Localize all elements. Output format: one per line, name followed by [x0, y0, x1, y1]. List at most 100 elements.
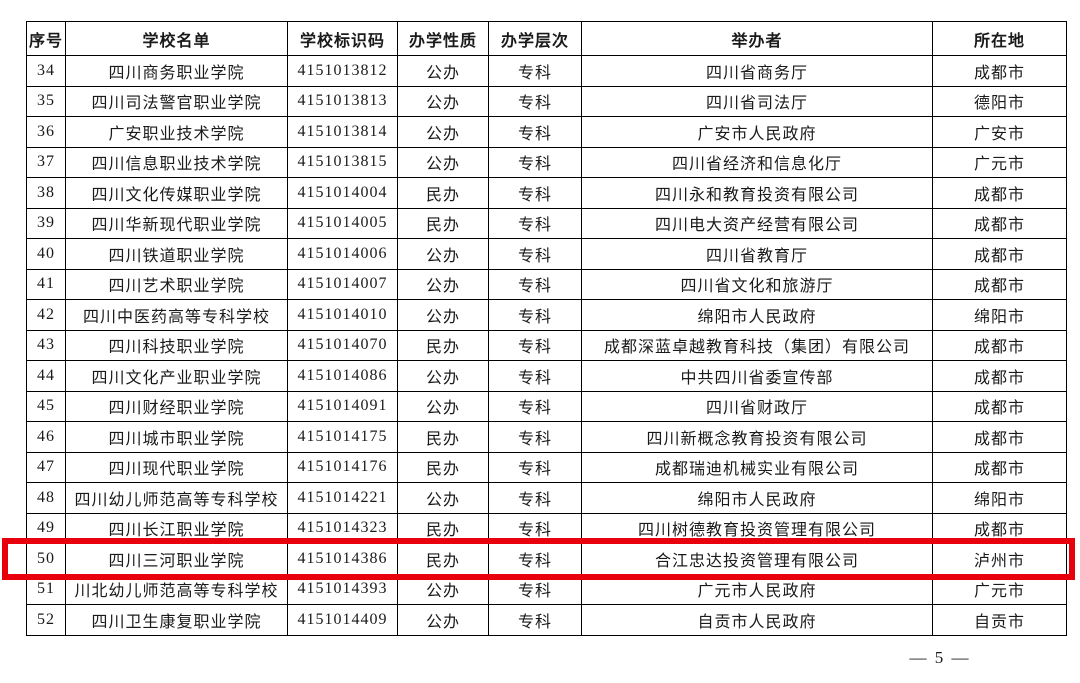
table-row: 52 四川卫生康复职业学院 4151014409 公办 专科 自贡市人民政府 自…	[26, 604, 1067, 636]
cell-organizer: 成都瑞迪机械实业有限公司	[581, 451, 933, 483]
cell-school-name: 四川城市职业学院	[65, 421, 288, 453]
cell-school-code: 4151014086	[287, 360, 398, 392]
cell-school-name: 四川艺术职业学院	[65, 268, 288, 300]
cell-school-code: 4151014006	[287, 238, 398, 270]
cell-nature: 公办	[397, 482, 489, 514]
cell-nature: 民办	[397, 543, 489, 575]
header-no: 序号	[26, 21, 66, 56]
page-number: — 5 —	[909, 648, 971, 667]
header-school-code: 学校标识码	[287, 21, 398, 56]
cell-school-code: 4151014091	[287, 390, 398, 422]
cell-school-name: 广安职业技术学院	[65, 116, 288, 148]
cell-nature: 公办	[397, 299, 489, 331]
table-row: 51 川北幼儿师范高等专科学校 4151014393 公办 专科 广元市人民政府…	[26, 573, 1067, 605]
cell-level: 专科	[488, 268, 582, 300]
cell-level: 专科	[488, 421, 582, 453]
cell-no: 51	[26, 573, 66, 605]
cell-location: 广元市	[932, 573, 1067, 605]
table-row: 50 四川三河职业学院 4151014386 民办 专科 合江忠达投资管理有限公…	[26, 543, 1067, 575]
cell-level: 专科	[488, 207, 582, 239]
cell-location: 绵阳市	[932, 482, 1067, 514]
cell-level: 专科	[488, 482, 582, 514]
cell-level: 专科	[488, 329, 582, 361]
cell-no: 39	[26, 207, 66, 239]
table-row: 49 四川长江职业学院 4151014323 民办 专科 四川树德教育投资管理有…	[26, 512, 1067, 544]
cell-nature: 公办	[397, 268, 489, 300]
cell-no: 37	[26, 146, 66, 178]
cell-location: 成都市	[932, 512, 1067, 544]
cell-organizer: 广元市人民政府	[581, 573, 933, 605]
cell-organizer: 四川省财政厅	[581, 390, 933, 422]
cell-organizer: 四川省文化和旅游厅	[581, 268, 933, 300]
cell-location: 成都市	[932, 421, 1067, 453]
table-row: 35 四川司法警官职业学院 4151013813 公办 专科 四川省司法厅 德阳…	[26, 85, 1067, 117]
cell-school-name: 四川信息职业技术学院	[65, 146, 288, 178]
cell-no: 38	[26, 177, 66, 209]
cell-organizer: 广安市人民政府	[581, 116, 933, 148]
cell-organizer: 四川省经济和信息化厅	[581, 146, 933, 178]
table-body: 34 四川商务职业学院 4151013812 公办 专科 四川省商务厅 成都市 …	[26, 55, 1067, 636]
cell-organizer: 四川新概念教育投资有限公司	[581, 421, 933, 453]
table-row: 48 四川幼儿师范高等专科学校 4151014221 公办 专科 绵阳市人民政府…	[26, 482, 1067, 514]
table-row: 34 四川商务职业学院 4151013812 公办 专科 四川省商务厅 成都市	[26, 55, 1067, 87]
table-row: 43 四川科技职业学院 4151014070 民办 专科 成都深蓝卓越教育科技（…	[26, 329, 1067, 361]
cell-no: 34	[26, 55, 66, 87]
cell-location: 广安市	[932, 116, 1067, 148]
cell-level: 专科	[488, 85, 582, 117]
cell-school-name: 四川文化传媒职业学院	[65, 177, 288, 209]
cell-nature: 公办	[397, 116, 489, 148]
cell-location: 自贡市	[932, 604, 1067, 636]
cell-school-name: 四川卫生康复职业学院	[65, 604, 288, 636]
cell-no: 45	[26, 390, 66, 422]
cell-school-code: 4151014393	[287, 573, 398, 605]
table-row: 40 四川铁道职业学院 4151014006 公办 专科 四川省教育厅 成都市	[26, 238, 1067, 270]
cell-no: 52	[26, 604, 66, 636]
cell-no: 43	[26, 329, 66, 361]
cell-location: 成都市	[932, 238, 1067, 270]
cell-nature: 民办	[397, 421, 489, 453]
cell-organizer: 合江忠达投资管理有限公司	[581, 543, 933, 575]
cell-location: 绵阳市	[932, 299, 1067, 331]
cell-organizer: 绵阳市人民政府	[581, 482, 933, 514]
cell-level: 专科	[488, 604, 582, 636]
cell-nature: 公办	[397, 573, 489, 605]
cell-school-name: 四川中医药高等专科学校	[65, 299, 288, 331]
cell-school-name: 四川商务职业学院	[65, 55, 288, 87]
cell-school-name: 四川科技职业学院	[65, 329, 288, 361]
cell-school-code: 4151014005	[287, 207, 398, 239]
cell-nature: 公办	[397, 604, 489, 636]
table-row: 41 四川艺术职业学院 4151014007 公办 专科 四川省文化和旅游厅 成…	[26, 268, 1067, 300]
cell-level: 专科	[488, 390, 582, 422]
cell-location: 成都市	[932, 268, 1067, 300]
cell-nature: 公办	[397, 55, 489, 87]
table-row: 46 四川城市职业学院 4151014175 民办 专科 四川新概念教育投资有限…	[26, 421, 1067, 453]
cell-level: 专科	[488, 116, 582, 148]
cell-school-code: 4151014221	[287, 482, 398, 514]
table-row: 38 四川文化传媒职业学院 4151014004 民办 专科 四川永和教育投资有…	[26, 177, 1067, 209]
cell-organizer: 四川电大资产经营有限公司	[581, 207, 933, 239]
cell-school-code: 4151014070	[287, 329, 398, 361]
cell-organizer: 四川树德教育投资管理有限公司	[581, 512, 933, 544]
table-row: 39 四川华新现代职业学院 4151014005 民办 专科 四川电大资产经营有…	[26, 207, 1067, 239]
cell-nature: 公办	[397, 360, 489, 392]
cell-organizer: 四川省商务厅	[581, 55, 933, 87]
cell-organizer: 四川省司法厅	[581, 85, 933, 117]
cell-school-code: 4151013814	[287, 116, 398, 148]
cell-location: 成都市	[932, 390, 1067, 422]
cell-level: 专科	[488, 512, 582, 544]
cell-school-name: 四川文化产业职业学院	[65, 360, 288, 392]
cell-nature: 民办	[397, 207, 489, 239]
cell-nature: 公办	[397, 390, 489, 422]
cell-location: 广元市	[932, 146, 1067, 178]
cell-level: 专科	[488, 146, 582, 178]
cell-no: 47	[26, 451, 66, 483]
header-nature: 办学性质	[397, 21, 489, 56]
cell-school-name: 四川财经职业学院	[65, 390, 288, 422]
cell-organizer: 四川省教育厅	[581, 238, 933, 270]
cell-no: 35	[26, 85, 66, 117]
cell-school-name: 四川现代职业学院	[65, 451, 288, 483]
table-row: 44 四川文化产业职业学院 4151014086 公办 专科 中共四川省委宣传部…	[26, 360, 1067, 392]
cell-school-code: 4151014176	[287, 451, 398, 483]
cell-organizer: 四川永和教育投资有限公司	[581, 177, 933, 209]
cell-school-name: 四川铁道职业学院	[65, 238, 288, 270]
